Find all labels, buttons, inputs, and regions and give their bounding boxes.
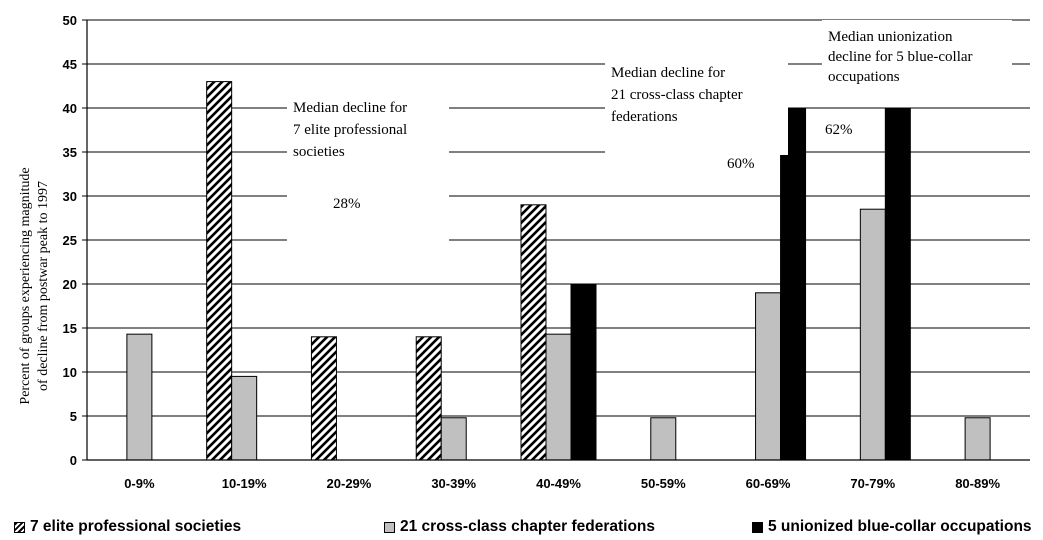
bar-cross-class — [650, 417, 677, 461]
x-axis-ticks: 0-9% 10-19% 20-29% 30-39% 40-49% 50-59% 60-69%… — [124, 476, 1000, 491]
annotation-box — [822, 20, 1012, 100]
annotation-value-bg — [821, 117, 863, 139]
y-axis-label: Percent of groups experiencing magnitude… — [18, 167, 51, 404]
annotation-box — [605, 55, 788, 155]
annotation-text: occupations — [828, 69, 900, 85]
bar-cross-class — [755, 292, 782, 461]
gray-swatch-icon — [384, 521, 395, 533]
annotations: Median decline for 7 elite professional so… — [287, 20, 1012, 245]
y-axis-label-line: Percent of groups experiencing magnitude — [18, 167, 33, 404]
x-tick-label: 30-39% — [431, 476, 476, 491]
annotation-text: Median unionization — [828, 29, 953, 45]
y-axis-ticks: 0 5 10 15 20 25 30 35 40 45 50 — [63, 13, 87, 468]
x-tick-label: 60-69% — [746, 476, 791, 491]
hatch-swatch-icon — [14, 521, 25, 533]
annotation-value: 62% — [825, 122, 853, 138]
x-tick-label: 0-9% — [124, 476, 155, 491]
x-tick-label: 20-29% — [327, 476, 372, 491]
annotation-value: 28% — [333, 196, 361, 212]
annotation-box — [287, 90, 449, 245]
legend: 7 elite professional societies 21 cross-… — [0, 514, 1043, 540]
bar-elite — [206, 81, 233, 461]
annotation-text: societies — [293, 144, 345, 160]
legend-item-elite: 7 elite professional societies — [14, 518, 241, 536]
annotation-text: 21 cross-class chapter — [611, 87, 743, 103]
axes — [86, 20, 1030, 461]
y-tick-label: 20 — [63, 277, 77, 292]
y-tick-label: 50 — [63, 13, 77, 28]
bar-cross-class — [859, 208, 886, 461]
bar-elite — [415, 336, 442, 461]
annotation-text: decline for 5 blue-collar — [828, 49, 973, 65]
y-tick-label: 15 — [63, 321, 77, 336]
x-tick-label: 70-79% — [850, 476, 895, 491]
bars — [126, 81, 991, 461]
y-tick-label: 25 — [63, 233, 77, 248]
y-tick-label: 5 — [70, 409, 77, 424]
bar-elite — [310, 336, 337, 461]
bar-blue-collar — [780, 107, 807, 461]
y-tick-label: 0 — [70, 453, 77, 468]
legend-label-elite: 7 elite professional societies — [30, 518, 242, 535]
y-tick-label: 35 — [63, 145, 77, 160]
annotation-text: Median decline for — [611, 65, 725, 81]
legend-item-cross-class: 21 cross-class chapter federations — [384, 518, 655, 536]
bar-cross-class — [440, 417, 467, 461]
legend-label-blue-collar: 5 unionized blue-collar occupations — [768, 518, 1032, 535]
y-axis-label-line: of decline from postwar peak to 1997 — [36, 181, 51, 391]
bar-elite — [520, 204, 547, 461]
y-tick-label: 40 — [63, 101, 77, 116]
bar-cross-class — [545, 333, 572, 461]
x-tick-label: 50-59% — [641, 476, 686, 491]
bar-cross-class — [964, 417, 991, 461]
bar-cross-class — [231, 375, 258, 461]
y-tick-label: 45 — [63, 57, 77, 72]
annotation-text: 7 elite professional — [293, 122, 407, 138]
bar-blue-collar — [884, 107, 911, 461]
bar-blue-collar — [570, 283, 597, 461]
y-tick-label: 10 — [63, 365, 77, 380]
x-tick-label: 80-89% — [955, 476, 1000, 491]
black-swatch-icon — [752, 521, 763, 533]
bar-cross-class — [126, 333, 153, 461]
x-tick-label: 10-19% — [222, 476, 267, 491]
legend-item-blue-collar: 5 unionized blue-collar occupations — [752, 518, 1032, 536]
legend-label-cross-class: 21 cross-class chapter federations — [400, 518, 656, 535]
y-tick-label: 30 — [63, 189, 77, 204]
annotation-value: 60% — [727, 156, 755, 172]
annotation-text: federations — [611, 109, 678, 125]
x-tick-label: 40-49% — [536, 476, 581, 491]
annotation-text: Median decline for — [293, 100, 407, 116]
